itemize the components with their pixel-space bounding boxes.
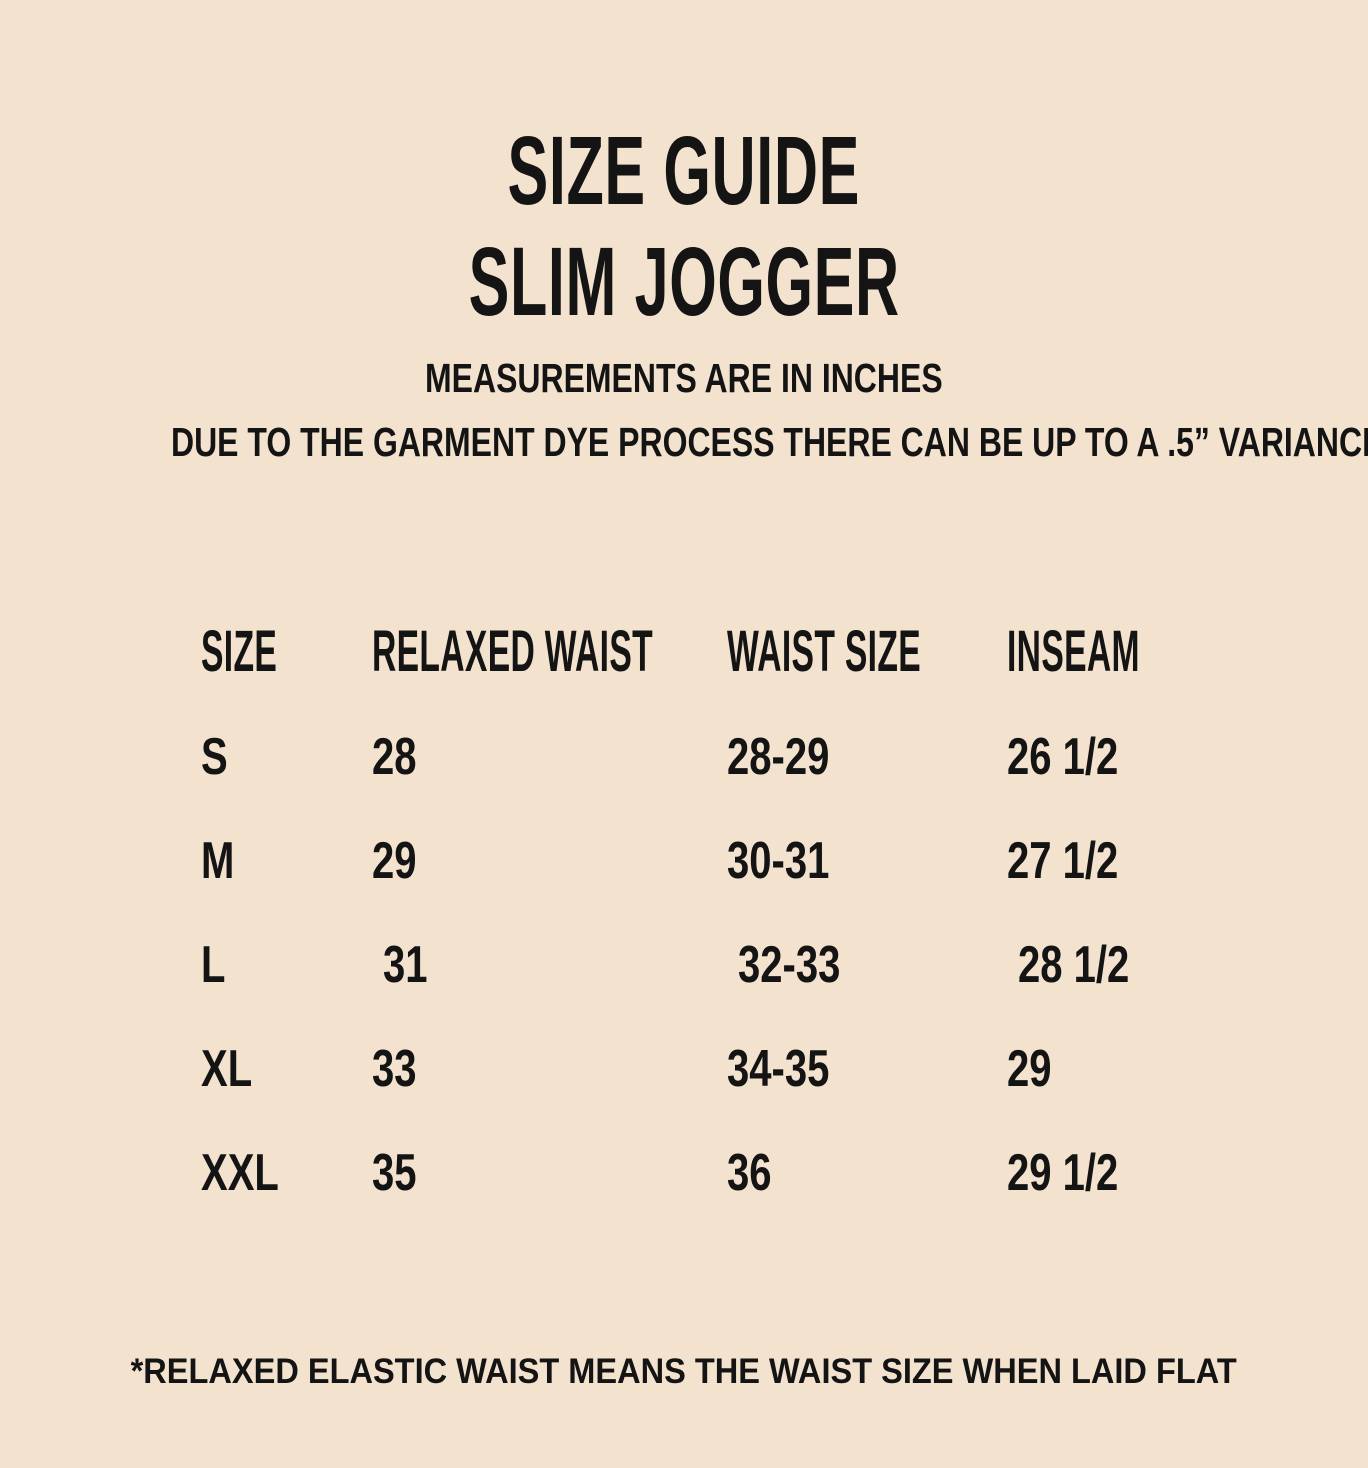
column-header-relaxed-waist-text: RELAXED WAIST [372, 619, 653, 684]
table-row-xl: XL 33 34-35 29 [0, 1043, 1368, 1099]
column-header-waist-size: WAIST SIZE [727, 623, 1062, 681]
page-title: SIZE GUIDE [0, 122, 1368, 219]
relaxed-waist-value: 33 [372, 1043, 430, 1095]
table-row-l: L 31 32-33 28 1/2 [0, 939, 1368, 995]
subtitle-variance-text: DUE TO THE GARMENT DYE PROCESS THERE CAN… [170, 419, 1368, 465]
size-label: XL [201, 1043, 267, 1095]
waist-size-value: 30-31 [727, 835, 860, 887]
inseam-value-text: 29 1/2 [1007, 1144, 1119, 1202]
size-label: XXL [201, 1147, 302, 1199]
size-label: M [201, 835, 244, 887]
relaxed-waist-value: 35 [372, 1147, 430, 1199]
relaxed-waist-value-text: 33 [372, 1040, 417, 1098]
product-title: SLIM JOGGER [0, 233, 1368, 330]
product-title-text: SLIM JOGGER [468, 227, 900, 336]
inseam-value: 29 [1007, 1043, 1065, 1095]
column-header-size-text: SIZE [201, 619, 278, 684]
subtitle-units-text: MEASUREMENTS ARE IN INCHES [425, 355, 943, 401]
waist-size-value: 36 [727, 1147, 785, 1199]
relaxed-waist-value-text: 31 [383, 936, 428, 994]
inseam-value-text: 27 1/2 [1007, 832, 1119, 890]
size-label-text: S [201, 728, 228, 786]
table-row-m: M 29 30-31 27 1/2 [0, 835, 1368, 891]
inseam-value-text: 29 [1007, 1040, 1052, 1098]
inseam-value: 28 1/2 [1018, 939, 1163, 991]
table-row-xxl: XXL 35 36 29 1/2 [0, 1147, 1368, 1203]
relaxed-waist-value: 28 [372, 731, 430, 783]
relaxed-waist-value: 31 [383, 939, 441, 991]
waist-size-value: 34-35 [727, 1043, 860, 1095]
waist-size-value-text: 32-33 [738, 936, 841, 994]
column-header-inseam: INSEAM [1007, 623, 1236, 681]
waist-size-value: 28-29 [727, 731, 860, 783]
waist-size-value-text: 36 [727, 1144, 772, 1202]
size-label: S [201, 731, 236, 783]
relaxed-waist-value-text: 28 [372, 728, 417, 786]
waist-size-value-text: 34-35 [727, 1040, 830, 1098]
subtitle-units: MEASUREMENTS ARE IN INCHES [0, 358, 1368, 399]
page-title-text: SIZE GUIDE [507, 116, 861, 225]
footnote-text: *RELAXED ELASTIC WAIST MEANS THE WAIST S… [130, 1352, 1238, 1391]
inseam-value-text: 28 1/2 [1018, 936, 1130, 994]
size-label: L [201, 939, 233, 991]
table-header-row: SIZE RELAXED WAIST WAIST SIZE INSEAM [0, 623, 1368, 681]
relaxed-waist-value-text: 29 [372, 832, 417, 890]
subtitle-variance: DUE TO THE GARMENT DYE PROCESS THERE CAN… [0, 422, 1368, 463]
size-label-text: XL [201, 1040, 253, 1098]
inseam-value: 26 1/2 [1007, 731, 1152, 783]
column-header-inseam-text: INSEAM [1007, 619, 1140, 684]
inseam-value: 27 1/2 [1007, 835, 1152, 887]
waist-size-value-text: 30-31 [727, 832, 830, 890]
waist-size-value-text: 28-29 [727, 728, 830, 786]
size-label-text: L [201, 936, 226, 994]
relaxed-waist-value: 29 [372, 835, 430, 887]
column-header-waist-size-text: WAIST SIZE [727, 619, 922, 684]
table-row-s: S 28 28-29 26 1/2 [0, 731, 1368, 787]
size-label-text: XXL [201, 1144, 279, 1202]
inseam-value-text: 26 1/2 [1007, 728, 1119, 786]
relaxed-waist-value-text: 35 [372, 1144, 417, 1202]
waist-size-value: 32-33 [738, 939, 871, 991]
column-header-relaxed-waist: RELAXED WAIST [372, 623, 856, 681]
column-header-size: SIZE [201, 623, 332, 681]
size-label-text: M [201, 832, 235, 890]
footnote: *RELAXED ELASTIC WAIST MEANS THE WAIST S… [0, 1354, 1368, 1389]
inseam-value: 29 1/2 [1007, 1147, 1152, 1199]
